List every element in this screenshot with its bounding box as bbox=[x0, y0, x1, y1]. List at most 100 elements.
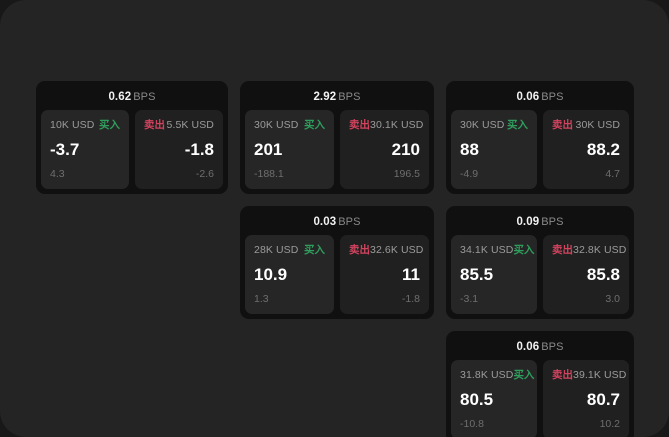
buy-delta: -188.1 bbox=[254, 168, 284, 180]
buy-action-label[interactable]: 买入 bbox=[513, 244, 535, 256]
buy-delta: -10.8 bbox=[460, 418, 484, 430]
sell-price: 88.2 bbox=[586, 140, 620, 159]
bps-unit: BPS bbox=[338, 91, 361, 103]
buy-side-header: 30K USD 买入 bbox=[254, 119, 325, 132]
buy-side-panel[interactable]: 34.1K USD 买入 85.5 -3.1 bbox=[451, 235, 537, 314]
sides-row: 28K USD 买入 10.9 1.3 卖出 32.6K USD 11 -1.8 bbox=[245, 235, 429, 314]
buy-side-panel[interactable]: 28K USD 买入 10.9 1.3 bbox=[245, 235, 334, 314]
sell-side-panel[interactable]: 卖出 30.1K USD 210 196.5 bbox=[340, 110, 429, 189]
buy-action-label[interactable]: 买入 bbox=[304, 244, 325, 256]
sides-row: 30K USD 买入 88 -4.9 卖出 30K USD 88.2 4.7 bbox=[451, 110, 629, 189]
sell-side-header: 卖出 30K USD bbox=[552, 119, 620, 132]
bps-value: 0.06 bbox=[516, 91, 540, 103]
sell-action-label[interactable]: 卖出 bbox=[552, 244, 573, 256]
sell-price: 85.8 bbox=[586, 265, 620, 284]
bps-header: 0.62 BPS bbox=[41, 86, 223, 110]
buy-size-label: 28K USD bbox=[254, 244, 299, 256]
bps-unit: BPS bbox=[133, 91, 156, 103]
sell-side-header: 卖出 32.8K USD bbox=[552, 244, 626, 257]
sell-delta: 10.2 bbox=[599, 418, 620, 430]
buy-action-label[interactable]: 买入 bbox=[507, 119, 528, 131]
sides-row: 30K USD 买入 201 -188.1 卖出 30.1K USD 210 196.5 bbox=[245, 110, 429, 189]
bps-unit: BPS bbox=[338, 216, 361, 228]
bps-header: 0.03 BPS bbox=[245, 211, 429, 235]
buy-size-label: 34.1K USD bbox=[460, 244, 514, 256]
buy-size-label: 30K USD bbox=[254, 119, 299, 131]
sell-size-label: 30.1K USD bbox=[370, 119, 424, 131]
sides-row: 34.1K USD 买入 85.5 -3.1 卖出 32.8K USD 85.8 3.0 bbox=[451, 235, 629, 314]
buy-side-panel[interactable]: 10K USD 买入 -3.7 4.3 bbox=[41, 110, 129, 189]
sell-side-panel[interactable]: 卖出 5.5K USD -1.8 -2.6 bbox=[135, 110, 223, 189]
sell-action-label[interactable]: 卖出 bbox=[552, 119, 573, 131]
bps-unit: BPS bbox=[541, 91, 564, 103]
sell-side-header: 卖出 5.5K USD bbox=[144, 119, 214, 132]
buy-price: 10.9 bbox=[254, 265, 288, 284]
sell-action-label[interactable]: 卖出 bbox=[349, 244, 370, 256]
sell-size-label: 39.1K USD bbox=[573, 369, 627, 381]
bps-value: 0.62 bbox=[108, 91, 132, 103]
buy-action-label[interactable]: 买入 bbox=[304, 119, 325, 131]
bps-value: 0.03 bbox=[313, 216, 337, 228]
buy-size-label: 31.8K USD bbox=[460, 369, 514, 381]
sell-size-label: 32.8K USD bbox=[573, 244, 627, 256]
buy-side-panel[interactable]: 30K USD 买入 88 -4.9 bbox=[451, 110, 537, 189]
sell-side-panel[interactable]: 卖出 39.1K USD 80.7 10.2 bbox=[543, 360, 629, 437]
sell-side-panel[interactable]: 卖出 30K USD 88.2 4.7 bbox=[543, 110, 629, 189]
quote-card-0-09[interactable]: 0.09 BPS 34.1K USD 买入 85.5 -3.1 卖出 32.8K USD 85.… bbox=[446, 206, 634, 319]
buy-side-header: 31.8K USD 买入 bbox=[460, 369, 534, 382]
sell-size-label: 5.5K USD bbox=[166, 119, 214, 131]
bps-unit: BPS bbox=[541, 216, 564, 228]
bps-unit: BPS bbox=[541, 341, 564, 353]
bps-header: 2.92 BPS bbox=[245, 86, 429, 110]
quote-card-2-92[interactable]: 2.92 BPS 30K USD 买入 201 -188.1 卖出 30.1K USD 210 1… bbox=[240, 81, 434, 194]
sell-side-header: 卖出 32.6K USD bbox=[349, 244, 424, 257]
buy-size-label: 10K USD bbox=[50, 119, 95, 131]
sell-delta: -2.6 bbox=[195, 168, 214, 180]
buy-delta: 1.3 bbox=[254, 293, 269, 305]
sell-delta: -1.8 bbox=[401, 293, 420, 305]
sell-size-label: 32.6K USD bbox=[370, 244, 424, 256]
bps-value: 0.09 bbox=[516, 216, 540, 228]
sell-delta: 196.5 bbox=[393, 168, 420, 180]
sell-side-header: 卖出 30.1K USD bbox=[349, 119, 424, 132]
sell-price: 11 bbox=[402, 265, 420, 284]
buy-price: 88 bbox=[460, 140, 479, 159]
sell-price: 80.7 bbox=[586, 390, 620, 409]
sell-action-label[interactable]: 卖出 bbox=[552, 369, 573, 381]
buy-price: 85.5 bbox=[460, 265, 494, 284]
buy-side-header: 10K USD 买入 bbox=[50, 119, 120, 132]
buy-side-panel[interactable]: 30K USD 买入 201 -188.1 bbox=[245, 110, 334, 189]
quote-column-1: 0.62 BPS 10K USD 买入 -3.7 4.3 卖出 5.5K USD -1.8 -2.… bbox=[36, 81, 228, 194]
sell-price: 210 bbox=[391, 140, 420, 159]
sides-row: 10K USD 买入 -3.7 4.3 卖出 5.5K USD -1.8 -2.6 bbox=[41, 110, 223, 189]
bps-header: 0.06 BPS bbox=[451, 86, 629, 110]
buy-side-panel[interactable]: 31.8K USD 买入 80.5 -10.8 bbox=[451, 360, 537, 437]
buy-side-header: 28K USD 买入 bbox=[254, 244, 325, 257]
quote-card-0-62[interactable]: 0.62 BPS 10K USD 买入 -3.7 4.3 卖出 5.5K USD -1.8 -2.… bbox=[36, 81, 228, 194]
buy-delta: 4.3 bbox=[50, 168, 65, 180]
sell-side-panel[interactable]: 卖出 32.8K USD 85.8 3.0 bbox=[543, 235, 629, 314]
quote-column-3: 0.06 BPS 30K USD 买入 88 -4.9 卖出 30K USD 88.2 4.7 0.… bbox=[446, 81, 634, 437]
sell-side-panel[interactable]: 卖出 32.6K USD 11 -1.8 bbox=[340, 235, 429, 314]
quote-card-0-06-b[interactable]: 0.06 BPS 31.8K USD 买入 80.5 -10.8 卖出 39.1K USD 80… bbox=[446, 331, 634, 437]
buy-delta: -3.1 bbox=[460, 293, 479, 305]
sell-delta: 4.7 bbox=[605, 168, 620, 180]
bps-header: 0.06 BPS bbox=[451, 336, 629, 360]
sell-action-label[interactable]: 卖出 bbox=[144, 119, 165, 131]
buy-action-label[interactable]: 买入 bbox=[513, 369, 535, 381]
buy-action-label[interactable]: 买入 bbox=[99, 119, 120, 131]
buy-delta: -4.9 bbox=[460, 168, 479, 180]
bps-value: 0.06 bbox=[516, 341, 540, 353]
sell-side-header: 卖出 39.1K USD bbox=[552, 369, 626, 382]
sell-delta: 3.0 bbox=[605, 293, 620, 305]
sell-action-label[interactable]: 卖出 bbox=[349, 119, 370, 131]
buy-price: 201 bbox=[254, 140, 283, 159]
quote-card-0-06-a[interactable]: 0.06 BPS 30K USD 买入 88 -4.9 卖出 30K USD 88.2 4.7 bbox=[446, 81, 634, 194]
buy-side-header: 34.1K USD 买入 bbox=[460, 244, 534, 257]
buy-price: 80.5 bbox=[460, 390, 494, 409]
quote-card-0-03[interactable]: 0.03 BPS 28K USD 买入 10.9 1.3 卖出 32.6K USD 11 -1.8 bbox=[240, 206, 434, 319]
sell-price: -1.8 bbox=[184, 140, 214, 159]
sell-size-label: 30K USD bbox=[575, 119, 620, 131]
quote-column-2: 2.92 BPS 30K USD 买入 201 -188.1 卖出 30.1K USD 210 1… bbox=[240, 81, 434, 319]
buy-side-header: 30K USD 买入 bbox=[460, 119, 528, 132]
